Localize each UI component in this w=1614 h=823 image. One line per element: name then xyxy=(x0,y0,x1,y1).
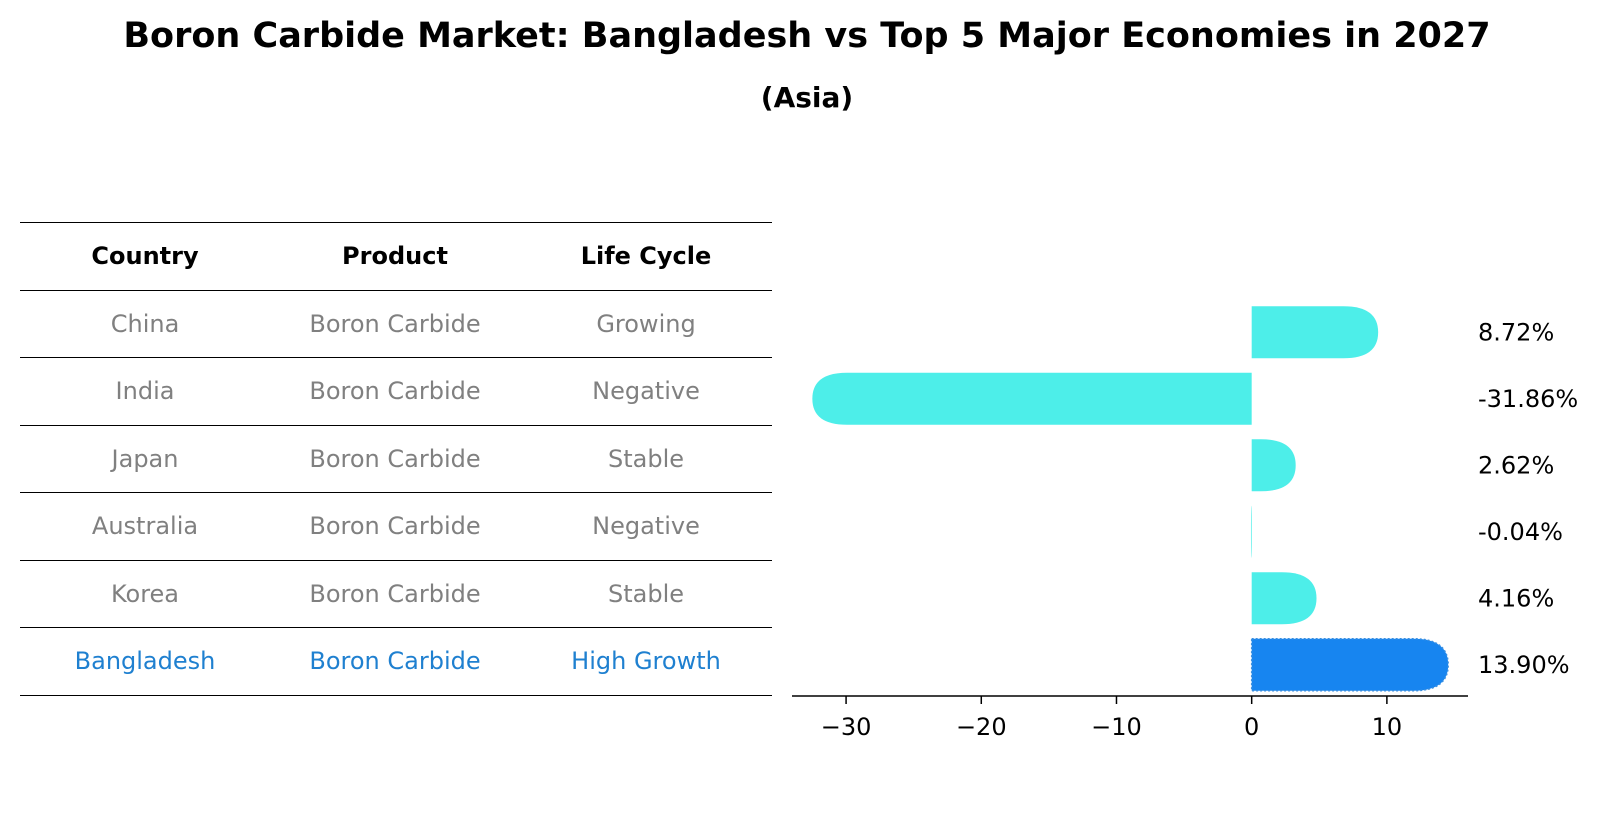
x-tick-label: −20 xyxy=(956,713,1007,741)
x-tick-label: 0 xyxy=(1244,713,1259,741)
life-cycle-cell: Negative xyxy=(592,377,700,405)
bar-bangladesh xyxy=(1250,638,1449,692)
header-country: Country xyxy=(91,242,199,270)
table-row: India Boron Carbide Negative xyxy=(20,358,772,426)
bar-korea xyxy=(1251,572,1317,625)
life-cycle-cell: Growing xyxy=(596,309,696,338)
comparison-table: Country Product Life Cycle China Boron C… xyxy=(20,222,772,696)
table-row-highlight: Bangladesh Boron Carbide High Growth xyxy=(20,628,772,696)
product-cell: Boron Carbide xyxy=(309,579,481,608)
value-label: 4.16% xyxy=(1478,584,1554,612)
country-cell: Japan xyxy=(111,444,179,473)
value-label: 8.72% xyxy=(1478,318,1554,346)
table-row: Korea Boron Carbide Stable xyxy=(20,561,772,628)
product-cell: Boron Carbide xyxy=(309,444,481,473)
header-product: Product xyxy=(342,242,448,270)
country-cell: Korea xyxy=(110,579,180,608)
table-row: China Boron Carbide Growing xyxy=(20,291,772,358)
life-cycle-cell: High Growth xyxy=(571,647,721,675)
chart-title: Boron Carbide Market: Bangladesh vs Top … xyxy=(123,16,1491,56)
product-cell: Boron Carbide xyxy=(309,309,481,338)
x-tick-label: −30 xyxy=(821,713,872,741)
value-label: -31.86% xyxy=(1478,385,1578,413)
value-label: -0.04% xyxy=(1478,518,1563,546)
table-header-row: Country Product Life Cycle xyxy=(20,222,772,291)
bar-china xyxy=(1251,306,1379,359)
table-row: Australia Boron Carbide Negative xyxy=(20,493,772,561)
bar-australia xyxy=(1250,505,1252,558)
life-cycle-cell: Stable xyxy=(607,444,685,473)
product-cell: Boron Carbide xyxy=(309,377,481,405)
header-life-cycle: Life Cycle xyxy=(580,242,712,270)
x-tick-label: −10 xyxy=(1091,713,1142,741)
value-label: 2.62% xyxy=(1478,451,1554,479)
country-cell: China xyxy=(110,309,180,338)
value-label: 13.90% xyxy=(1478,651,1570,679)
bar-india xyxy=(812,372,1252,425)
bar-japan xyxy=(1251,439,1296,492)
life-cycle-cell: Stable xyxy=(607,579,685,608)
product-cell: Boron Carbide xyxy=(309,512,481,540)
chart-subtitle: (Asia) xyxy=(760,81,854,114)
country-cell: Bangladesh xyxy=(74,647,216,675)
country-cell: Australia xyxy=(91,512,199,540)
x-tick-label: 10 xyxy=(1372,713,1403,741)
product-cell: Boron Carbide xyxy=(309,647,481,675)
country-cell: India xyxy=(115,377,175,405)
life-cycle-cell: Negative xyxy=(592,512,700,540)
table-row: Japan Boron Carbide Stable xyxy=(20,426,772,493)
